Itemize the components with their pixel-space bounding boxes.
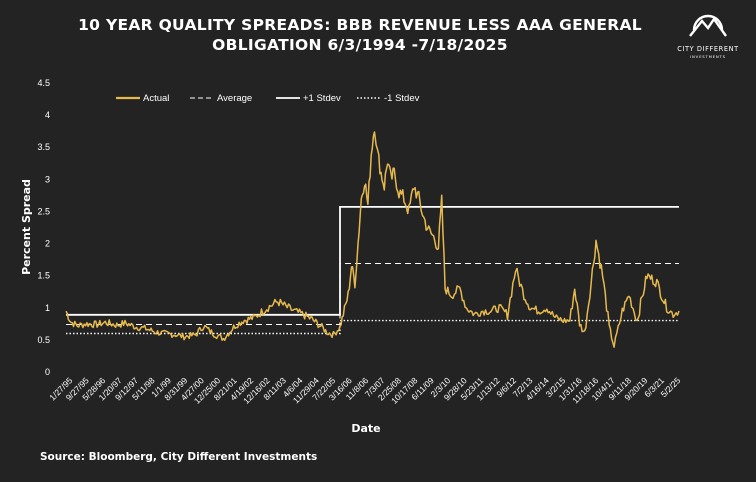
legend-item-minus-1-stdev: -1 Stdev <box>357 93 420 104</box>
y-tick-label: 0 <box>45 367 50 377</box>
legend-label: Actual <box>143 93 169 104</box>
company-logo: CITY DIFFERENT INVESTMENTS <box>668 6 748 66</box>
y-axis: 0 0.5 1 1.5 2 2.5 3 3.5 4 4.5 <box>37 78 50 377</box>
y-tick-label: 2 <box>45 239 50 249</box>
chart-title-line-1: 10 YEAR QUALITY SPREADS: BBB REVENUE LES… <box>78 16 642 34</box>
y-axis-label: Percent Spread <box>20 179 33 275</box>
x-axis-label: Date <box>351 422 380 435</box>
series-line-actual <box>65 131 680 348</box>
x-axis: 1/27/959/27/955/28/961/20/979/12/975/11/… <box>47 375 682 406</box>
y-tick-label: 0.5 <box>37 335 50 345</box>
y-tick-label: 4.5 <box>37 78 50 88</box>
chart-legend: Actual Average +1 Stdev -1 Stdev <box>116 93 420 104</box>
legend-label: Average <box>217 93 252 104</box>
chart-title: 10 YEAR QUALITY SPREADS: BBB REVENUE LES… <box>40 15 680 55</box>
legend-item-average: Average <box>190 93 252 104</box>
logo-wordmark: CITY DIFFERENT <box>677 45 739 53</box>
y-tick-label: 1.5 <box>37 271 50 281</box>
y-tick-label: 1 <box>45 303 50 313</box>
legend-label: +1 Stdev <box>303 93 341 104</box>
plus-1-stdev-line <box>66 206 679 316</box>
logo-subtitle: INVESTMENTS <box>690 54 726 59</box>
y-tick-label: 4 <box>45 110 50 120</box>
legend-label: -1 Stdev <box>384 93 420 104</box>
legend-item-actual: Actual <box>116 93 169 104</box>
legend-item-plus-1-stdev: +1 Stdev <box>276 93 341 104</box>
chart-title-line-2: OBLIGATION 6/3/1994 -7/18/2025 <box>212 36 508 54</box>
y-tick-label: 2.5 <box>37 206 50 216</box>
mountain-sun-icon <box>689 14 727 37</box>
y-tick-label: 3.5 <box>37 142 50 152</box>
y-tick-label: 3 <box>45 174 50 184</box>
source-note: Source: Bloomberg, City Different Invest… <box>40 451 318 463</box>
